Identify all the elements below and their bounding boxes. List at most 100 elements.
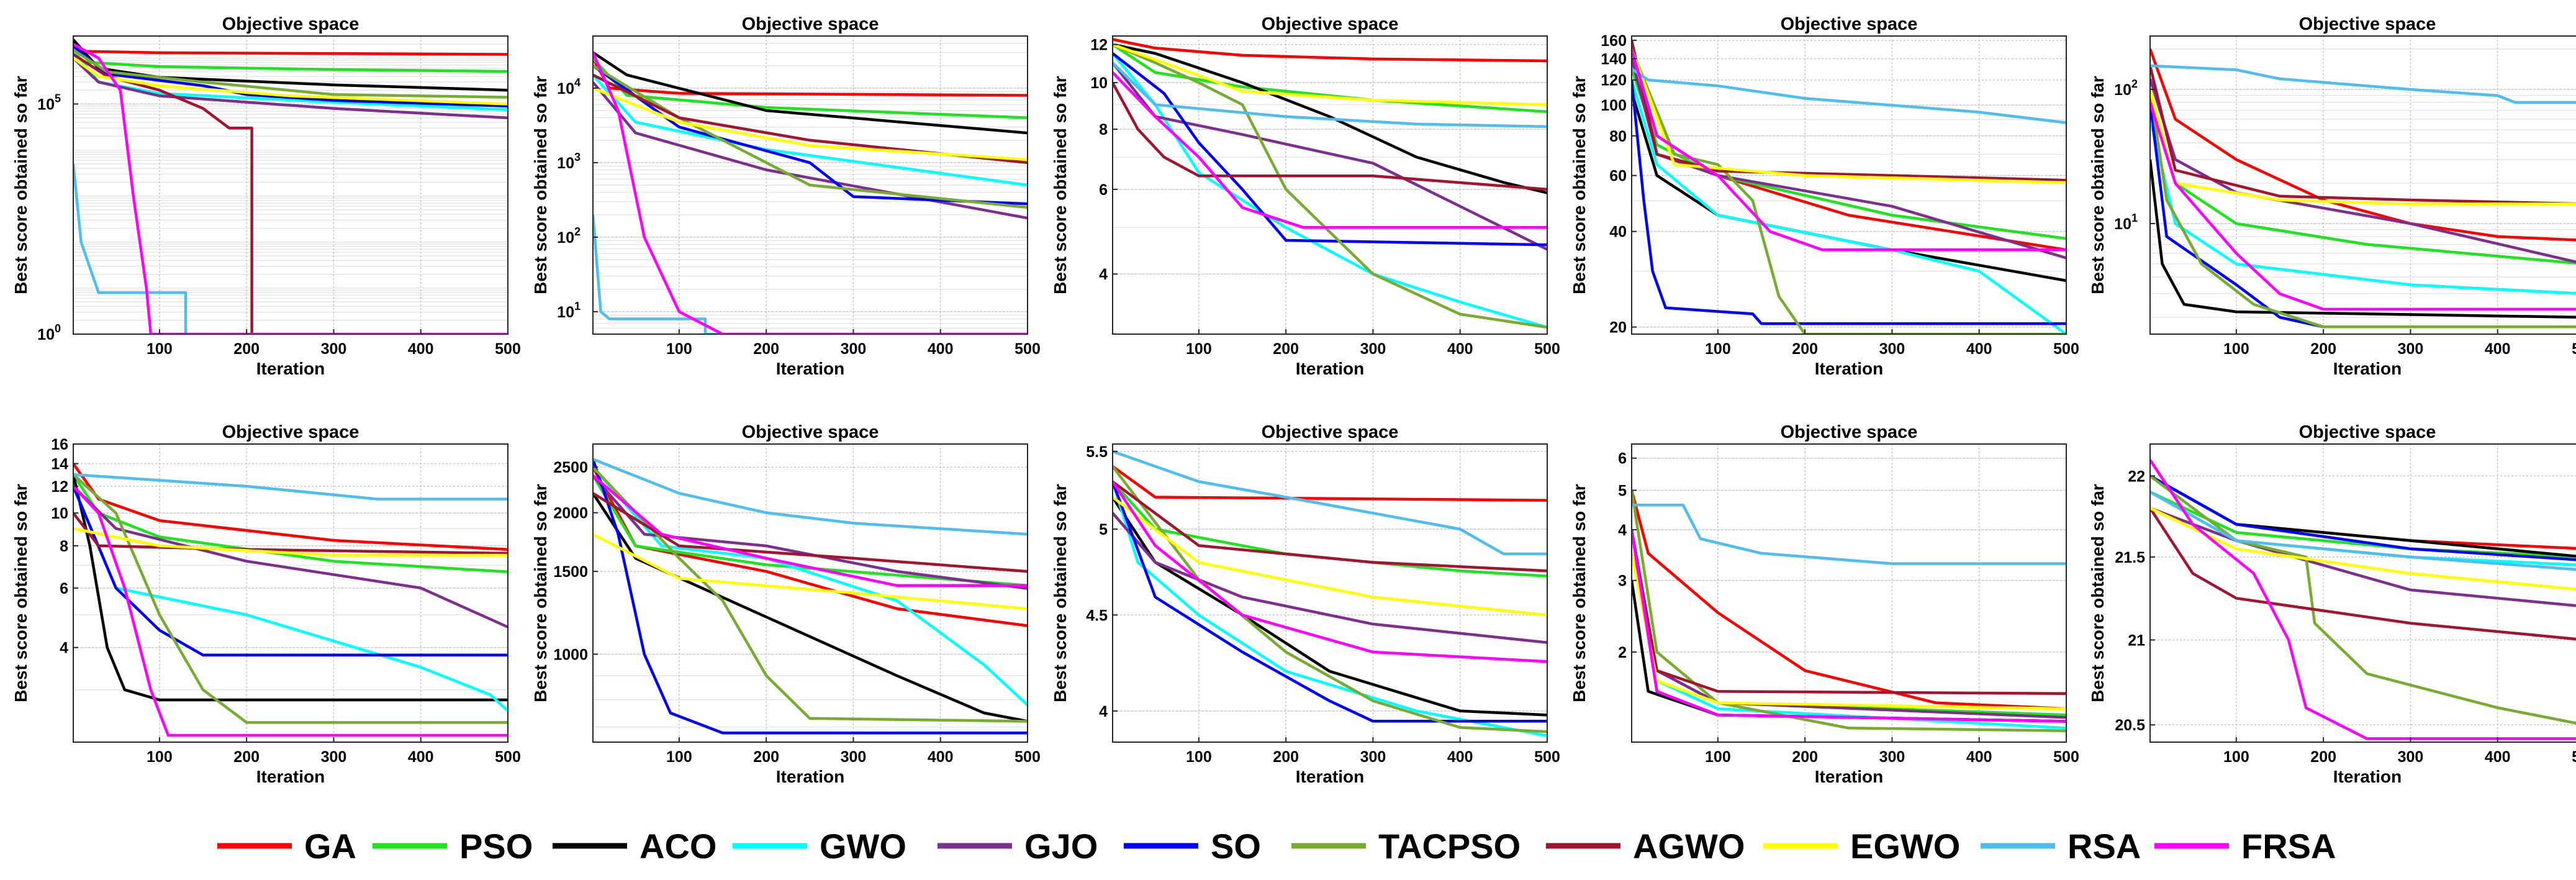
y-axis-label: Best score obtained so far xyxy=(1570,76,1589,294)
y-tick-label: 10 xyxy=(51,505,68,522)
x-tick-label: 500 xyxy=(2572,340,2576,358)
series-line-tacpso xyxy=(1113,43,1547,329)
series-line-gjo xyxy=(73,57,508,120)
series-line-ga xyxy=(1113,465,1547,502)
series-line-egwo xyxy=(593,533,1028,610)
series-group xyxy=(1632,489,2066,732)
x-tick-label: 200 xyxy=(1273,340,1299,358)
series-line-frsa xyxy=(593,474,1028,587)
x-tick-label: 400 xyxy=(408,748,434,766)
series-line-ga xyxy=(73,463,508,551)
x-tick-label: 400 xyxy=(928,748,954,766)
legend-label: TACPSO xyxy=(1378,827,1521,866)
chart-title: Objective space xyxy=(742,14,879,34)
series-line-frsa xyxy=(73,485,508,737)
y-tick-label: 12 xyxy=(1090,37,1108,54)
y-tick-label: 1000 xyxy=(553,646,588,663)
plot-area xyxy=(1632,36,2066,334)
series-line-so xyxy=(1113,52,1547,247)
y-tick-label: 104 xyxy=(557,76,581,98)
x-tick-label: 300 xyxy=(1879,748,1905,766)
x-axis-label: Iteration xyxy=(776,359,844,378)
y-tick-label: 4 xyxy=(60,640,68,657)
x-axis-label: Iteration xyxy=(256,767,325,786)
series-line-agwo xyxy=(593,492,1028,573)
series-line-rsa xyxy=(73,163,188,334)
y-axis-label: Best score obtained so far xyxy=(11,484,30,702)
x-axis-label: Iteration xyxy=(1815,359,1883,378)
y-tick-label: 20.5 xyxy=(2115,717,2145,734)
series-line-rsa xyxy=(2150,64,2576,104)
x-tick-label: 300 xyxy=(2398,748,2424,766)
axes-frame xyxy=(2149,443,2576,743)
series-line-ga xyxy=(1632,489,2066,710)
legend-item-gwo: GWO xyxy=(733,827,906,866)
chart-panel-9: 2 3 4 5 6 100 200 300 400 500 Objective space Itera… xyxy=(1570,422,2079,786)
legend-item-egwo: EGWO xyxy=(1763,827,1960,866)
series-line-frsa xyxy=(1113,481,1547,663)
series-group xyxy=(73,39,508,334)
series-line-so xyxy=(593,64,1028,206)
y-tick-label: 12 xyxy=(51,478,68,496)
series-line-rsa xyxy=(593,214,1028,334)
series-line-frsa xyxy=(1113,71,1547,229)
grid xyxy=(2150,36,2576,334)
x-tick-label: 100 xyxy=(2223,748,2249,766)
x-tick-label: 100 xyxy=(666,340,692,358)
series-line-aco xyxy=(1113,43,1547,194)
y-tick-label: 160 xyxy=(1601,32,1627,50)
x-tick-label: 500 xyxy=(2053,340,2079,358)
legend-label: RSA xyxy=(2068,827,2141,866)
x-axis-label: Iteration xyxy=(1296,359,1364,378)
series-line-gwo xyxy=(1113,481,1547,738)
y-tick-label: 6 xyxy=(60,580,68,597)
series-line-gwo xyxy=(593,466,1028,706)
x-tick-label: 200 xyxy=(233,340,260,358)
series-group xyxy=(1113,38,1547,329)
y-axis-label: Best score obtained so far xyxy=(11,76,30,294)
y-tick-label: 4.5 xyxy=(1086,607,1108,624)
chart-panel-6: 4 6 8 10 12 14 16 100 200 300 400 500 Objective spac… xyxy=(11,422,521,786)
y-tick-label: 10 xyxy=(1090,75,1108,92)
series-group xyxy=(1632,40,2066,334)
y-axis-label: Best score obtained so far xyxy=(2088,484,2107,702)
legend-item-so: SO xyxy=(1124,827,1261,866)
series-line-egwo xyxy=(2150,507,2576,591)
legend-item-gjo: GJO xyxy=(938,827,1098,866)
x-tick-label: 300 xyxy=(1879,340,1905,358)
series-line-so xyxy=(1632,79,2066,325)
axes-frame xyxy=(2149,35,2576,335)
series-line-frsa xyxy=(1632,529,2066,723)
x-tick-label: 400 xyxy=(408,340,434,358)
series-line-frsa xyxy=(73,43,508,334)
series-line-so xyxy=(73,486,508,657)
series-line-rsa xyxy=(1632,68,2066,124)
series-group xyxy=(2150,459,2576,740)
y-tick-label: 21.5 xyxy=(2115,549,2145,566)
x-tick-label: 400 xyxy=(1447,340,1473,358)
y-axis-label: Best score obtained so far xyxy=(531,484,550,702)
series-line-egwo xyxy=(1113,43,1547,106)
y-tick-label: 100 xyxy=(1601,97,1627,114)
series-line-rsa xyxy=(1113,450,1547,556)
chart-title: Objective space xyxy=(1262,14,1399,34)
chart-panel-10: 20.5 21 21.5 22 100 200 300 400 500 Objective spa… xyxy=(2088,422,2576,786)
x-tick-label: 500 xyxy=(2572,748,2576,766)
x-tick-label: 100 xyxy=(666,748,692,766)
axes-frame xyxy=(1631,35,2067,335)
y-tick-label: 8 xyxy=(1099,121,1108,138)
legend-label: GWO xyxy=(820,827,906,866)
series-group xyxy=(593,51,1028,334)
axes-frame xyxy=(592,443,1028,743)
y-axis-label: Best score obtained so far xyxy=(1051,484,1070,702)
y-tick-label: 80 xyxy=(1609,128,1627,145)
x-tick-label: 400 xyxy=(2485,340,2511,358)
x-tick-label: 300 xyxy=(1360,340,1386,358)
y-tick-label: 100 xyxy=(37,322,61,343)
axes-frame xyxy=(1631,443,2067,743)
chart-title: Objective space xyxy=(222,14,359,34)
y-tick-label: 14 xyxy=(51,456,68,473)
x-tick-label: 200 xyxy=(1792,748,1818,766)
legend-label: PSO xyxy=(459,827,533,866)
